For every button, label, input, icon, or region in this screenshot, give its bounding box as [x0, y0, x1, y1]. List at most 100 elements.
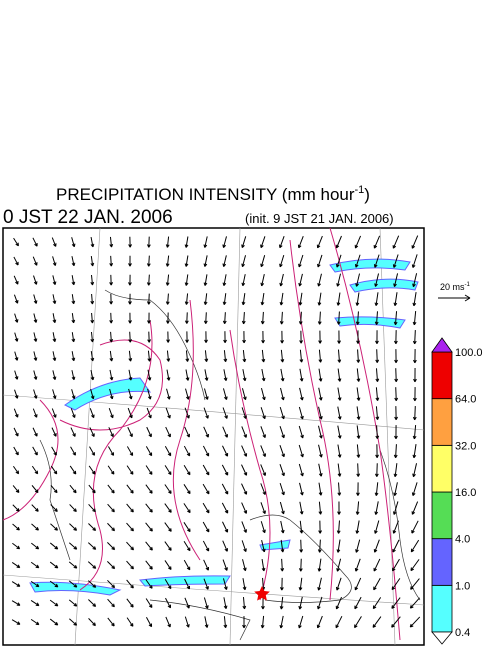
- wind-arrow: [356, 387, 361, 401]
- wind-arrow: [128, 350, 133, 362]
- wind-arrow: [90, 274, 95, 286]
- wind-arrow: [50, 484, 58, 494]
- wind-arrow: [90, 331, 95, 343]
- wind-arrow: [164, 541, 172, 551]
- wind-arrow: [88, 618, 96, 627]
- wind-arrow: [52, 389, 57, 399]
- wind-arrow: [337, 368, 342, 382]
- reference-label: 20 ms-1: [440, 282, 471, 292]
- wind-arrow: [202, 464, 210, 476]
- wind-arrow: [412, 273, 418, 288]
- wind-arrow: [90, 236, 95, 248]
- wind-arrow: [298, 425, 304, 439]
- wind-vectors: [11, 235, 421, 629]
- wind-arrow: [241, 426, 247, 438]
- wind-arrow: [50, 504, 58, 512]
- wind-arrow: [222, 312, 227, 325]
- wind-arrow: [354, 596, 362, 610]
- wind-arrow: [147, 312, 151, 324]
- wind-arrow: [260, 311, 265, 325]
- wind-arrow: [107, 503, 115, 513]
- wind-arrow: [318, 482, 323, 496]
- wind-arrow: [69, 484, 77, 494]
- wind-arrow: [336, 539, 341, 553]
- wind-arrow: [279, 482, 285, 496]
- wind-arrow: [90, 350, 95, 362]
- wind-arrow: [146, 274, 151, 286]
- colorbar-tick-label: 0.4: [455, 627, 470, 639]
- wind-arrow: [109, 331, 114, 343]
- wind-arrow: [356, 463, 361, 477]
- wind-arrow: [184, 236, 189, 248]
- wind-arrow: [33, 351, 38, 361]
- wind-arrow: [260, 255, 266, 268]
- wind-arrow: [241, 445, 248, 457]
- wind-arrow: [127, 427, 133, 438]
- wind-arrow: [316, 235, 323, 249]
- wind-arrow: [165, 274, 170, 286]
- wind-arrow: [164, 560, 172, 570]
- wind-arrow: [51, 427, 57, 437]
- colorbar-segment: [431, 444, 453, 493]
- wind-arrow: [145, 579, 153, 589]
- wind-arrow: [375, 387, 380, 401]
- wind-arrow: [127, 407, 133, 419]
- wind-arrow: [393, 273, 399, 287]
- wind-arrow: [372, 597, 382, 610]
- wind-arrow: [31, 465, 39, 475]
- wind-arrow: [335, 615, 343, 629]
- wind-arrow: [202, 502, 210, 514]
- wind-arrow: [318, 444, 323, 458]
- wind-arrow: [33, 389, 38, 399]
- wind-arrow: [69, 465, 77, 475]
- wind-arrow: [90, 369, 95, 381]
- wind-arrow: [411, 254, 418, 268]
- wind-arrow: [88, 484, 96, 494]
- wind-arrow: [354, 558, 361, 572]
- wind-arrow: [297, 235, 304, 249]
- wind-arrow: [30, 599, 40, 607]
- wind-arrow: [71, 370, 76, 381]
- wind-arrow: [394, 368, 399, 383]
- wind-arrow: [183, 559, 191, 571]
- wind-arrow: [184, 255, 189, 267]
- wind-arrow: [71, 389, 76, 400]
- wind-arrow: [185, 369, 190, 381]
- wind-arrow: [393, 482, 398, 497]
- wind-arrow: [109, 236, 114, 248]
- wind-arrow: [298, 577, 303, 591]
- wind-arrow: [337, 463, 342, 477]
- colorbar-under: [431, 631, 453, 645]
- wind-arrow: [375, 349, 380, 363]
- wind-arrow: [203, 426, 209, 438]
- wind-arrow: [298, 596, 303, 610]
- wind-arrow: [317, 292, 322, 306]
- wind-arrow: [375, 444, 379, 458]
- wind-arrow: [356, 349, 361, 363]
- wind-arrow: [51, 446, 57, 456]
- wind-arrow: [241, 407, 247, 419]
- wind-arrow: [279, 501, 285, 515]
- wind-arrow: [184, 274, 189, 286]
- wind-arrow: [374, 311, 379, 325]
- wind-arrow: [71, 256, 76, 267]
- wind-arrow: [52, 275, 57, 285]
- wind-arrow: [202, 445, 210, 457]
- wind-arrow: [126, 579, 134, 589]
- wind-arrow: [203, 597, 209, 609]
- wind-arrow: [165, 236, 170, 248]
- wind-arrow: [14, 389, 19, 399]
- wind-arrow: [33, 332, 38, 342]
- wind-arrow: [30, 561, 40, 569]
- wind-arrow: [145, 522, 153, 532]
- wind-arrow: [299, 387, 304, 401]
- wind-arrow: [203, 274, 208, 286]
- wind-arrow: [128, 274, 132, 286]
- wind-arrow: [374, 292, 379, 306]
- wind-arrow: [393, 292, 398, 307]
- wind-arrow: [317, 425, 323, 439]
- wind-arrow: [87, 542, 97, 550]
- reference-arrowhead: [464, 294, 471, 302]
- wind-arrow: [71, 313, 76, 324]
- wind-arrow: [299, 539, 304, 553]
